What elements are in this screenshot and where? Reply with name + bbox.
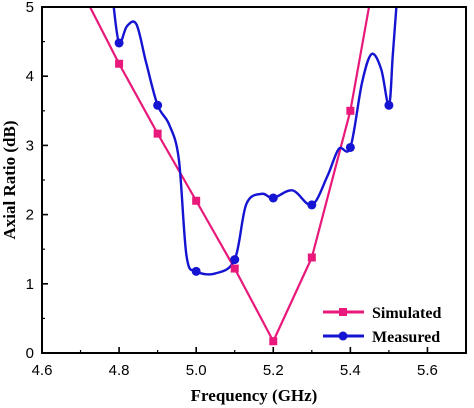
simulated-point-3 [230,264,239,273]
series-line-simulated [88,7,371,343]
y-axis-ticks: 0 1 2 3 4 5 [26,0,48,362]
measured-point-7 [384,100,394,110]
y-tick-label-1: 1 [26,276,34,293]
x-tick-label-3: 5.2 [263,362,284,379]
plot-frame [41,6,467,354]
y-axis-title: Axial Ratio (dB) [0,121,19,240]
legend-label-simulated: Simulated [372,305,441,322]
series-line-measured [112,7,398,276]
measured-point-5 [307,200,317,210]
measured-point-6 [345,142,355,152]
measured-point-1 [153,100,163,110]
measured-point-3 [230,255,240,265]
x-tick-label-2: 5.0 [186,362,207,379]
series-layer [88,7,398,346]
y-tick-label-5: 5 [26,0,34,16]
y-tick-label-3: 3 [26,137,34,154]
measured-point-0 [114,38,124,48]
x-tick-label-5: 5.6 [417,362,438,379]
y-tick-label-4: 4 [26,68,34,85]
legend-item-simulated: Simulated [323,305,441,322]
x-axis-ticks: 4.6 4.8 5.0 5.2 5.4 5.6 [32,347,438,379]
simulated-point-2 [192,196,201,205]
legend-marker-simulated [339,308,347,316]
simulated-point-1 [153,129,162,138]
measured-point-2 [191,266,201,276]
legend-label-measured: Measured [372,329,440,346]
legend-marker-measured [338,331,348,341]
y-tick-label-2: 2 [26,207,34,224]
measured-point-4 [268,193,278,203]
legend-item-measured: Measured [323,329,440,346]
y-tick-label-0: 0 [26,345,34,362]
simulated-point-0 [115,59,124,68]
x-tick-label-4: 5.4 [340,362,361,379]
x-tick-label-1: 4.8 [109,362,130,379]
x-axis-title: Frequency (GHz) [191,386,318,405]
x-tick-label-0: 4.6 [32,362,53,379]
simulated-point-4 [269,337,278,346]
simulated-point-5 [307,253,316,262]
legend: Simulated Measured [323,305,441,346]
simulated-point-6 [346,106,355,115]
